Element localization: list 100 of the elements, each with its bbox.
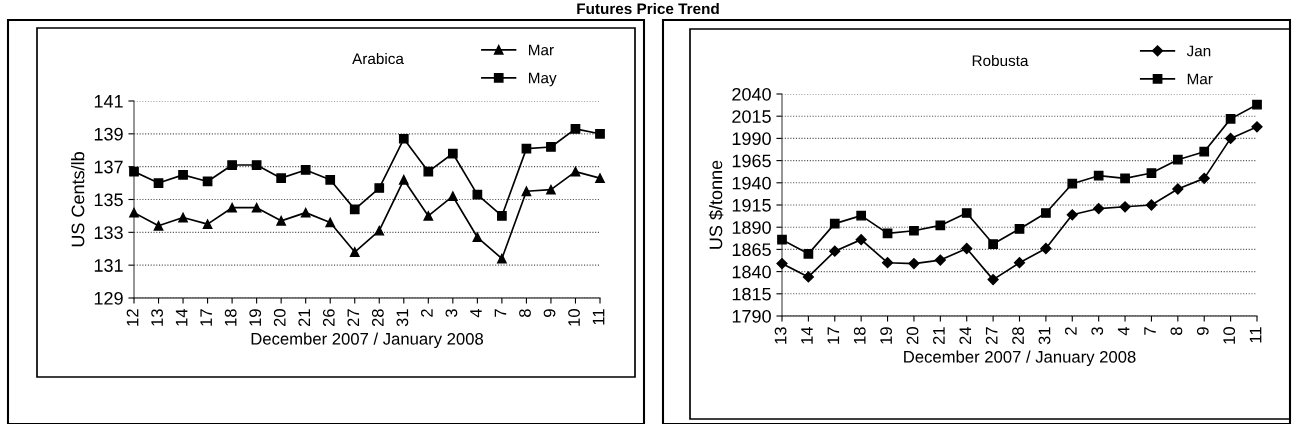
x-tick-label: 21 bbox=[933, 327, 945, 345]
point bbox=[129, 166, 139, 177]
point bbox=[276, 173, 287, 184]
x-tick-label: 21 bbox=[298, 309, 310, 327]
point bbox=[570, 166, 581, 177]
x-tick-label: 28 bbox=[371, 309, 384, 327]
point bbox=[802, 271, 814, 283]
point bbox=[1198, 172, 1210, 184]
point bbox=[1146, 168, 1157, 178]
x-tick-label: 27 bbox=[347, 309, 360, 327]
point bbox=[961, 242, 973, 255]
point bbox=[546, 184, 556, 195]
legend-label: May bbox=[529, 72, 557, 87]
point bbox=[374, 183, 385, 193]
x-tick-label: 9 bbox=[543, 309, 556, 317]
point bbox=[1145, 199, 1158, 211]
point bbox=[1119, 201, 1131, 213]
point bbox=[227, 202, 237, 213]
x-tick-label: 8 bbox=[1170, 327, 1183, 335]
x-tick-label: 2 bbox=[420, 309, 433, 317]
x-axis-title: December 2007 / January 2008 bbox=[251, 332, 484, 349]
point bbox=[325, 174, 336, 185]
point bbox=[829, 218, 840, 229]
point bbox=[129, 207, 139, 218]
legend-label: Mar bbox=[1187, 73, 1213, 85]
x-tick-label: 13 bbox=[774, 327, 787, 344]
x-tick-label: 11 bbox=[592, 309, 605, 325]
x-tick-label: 17 bbox=[200, 309, 212, 326]
x-tick-label: 24 bbox=[959, 326, 972, 345]
point bbox=[855, 234, 867, 246]
x-tick-label: 10 bbox=[568, 309, 580, 326]
point bbox=[227, 160, 237, 170]
point bbox=[153, 178, 164, 188]
point bbox=[325, 217, 336, 228]
point bbox=[988, 239, 998, 249]
y-tick-label: 139 bbox=[94, 127, 123, 141]
x-tick-label: 17 bbox=[827, 327, 840, 344]
point bbox=[1067, 178, 1078, 189]
point bbox=[497, 253, 507, 264]
point bbox=[178, 212, 188, 223]
y-axis-title: US $/tonne bbox=[708, 160, 724, 249]
point bbox=[423, 211, 434, 221]
point bbox=[1172, 183, 1184, 195]
point bbox=[447, 148, 458, 159]
point bbox=[202, 219, 213, 229]
point bbox=[1041, 208, 1051, 218]
y-tick-label: 137 bbox=[94, 160, 123, 174]
point bbox=[595, 173, 605, 184]
y-tick-label: 141 bbox=[94, 95, 123, 108]
point bbox=[1040, 242, 1052, 255]
x-tick-label: 4 bbox=[1117, 326, 1130, 336]
point bbox=[881, 257, 894, 269]
x-tick-label: 19 bbox=[880, 327, 893, 344]
point bbox=[1225, 132, 1237, 145]
point bbox=[153, 220, 164, 231]
x-tick-label: 11 bbox=[1249, 327, 1262, 343]
point bbox=[276, 215, 287, 226]
point bbox=[349, 247, 360, 257]
point bbox=[935, 220, 946, 231]
y-tick-label: 1840 bbox=[732, 265, 771, 279]
point bbox=[829, 245, 841, 257]
point bbox=[1014, 224, 1025, 234]
text: Futures Price Trend bbox=[577, 2, 719, 15]
point bbox=[178, 170, 188, 180]
y-tick-label: 1890 bbox=[732, 221, 771, 234]
y-tick-label: 135 bbox=[94, 193, 123, 207]
x-tick-label: 7 bbox=[1144, 327, 1156, 335]
point bbox=[1066, 209, 1078, 221]
y-tick-label: 1790 bbox=[732, 309, 771, 323]
x-tick-label: 28 bbox=[1012, 327, 1024, 345]
point bbox=[1093, 202, 1105, 215]
x-tick-label: 4 bbox=[470, 308, 482, 318]
x-tick-label: 12 bbox=[126, 309, 139, 326]
y-tick-label: 2040 bbox=[732, 87, 771, 101]
y-tick-label: 1965 bbox=[732, 154, 771, 168]
point bbox=[987, 273, 999, 286]
point bbox=[961, 208, 972, 218]
chart-subtitle: Arabica bbox=[352, 52, 404, 65]
legend-label: Mar bbox=[529, 44, 554, 56]
x-tick-label: 26 bbox=[322, 309, 335, 327]
point bbox=[349, 204, 360, 215]
point bbox=[1172, 154, 1183, 165]
x-axis-title: December 2007 / January 2008 bbox=[904, 350, 1136, 367]
x-tick-label: 14 bbox=[175, 308, 188, 326]
chart-subtitle: Robusta bbox=[972, 54, 1029, 67]
y-tick-label: 1990 bbox=[732, 132, 771, 146]
point bbox=[1093, 170, 1104, 181]
x-tick-label: 20 bbox=[273, 309, 286, 327]
point bbox=[776, 258, 788, 270]
point bbox=[300, 165, 311, 175]
point bbox=[934, 254, 946, 266]
x-tick-label: 9 bbox=[1196, 327, 1209, 335]
x-tick-label: 7 bbox=[494, 309, 507, 317]
x-tick-label: 8 bbox=[519, 309, 531, 317]
x-tick-label: 31 bbox=[1038, 327, 1051, 345]
point bbox=[803, 248, 814, 259]
point bbox=[856, 210, 867, 221]
point bbox=[423, 166, 434, 177]
y-axis-title: US Cents/lb bbox=[71, 152, 85, 247]
point bbox=[251, 202, 262, 213]
